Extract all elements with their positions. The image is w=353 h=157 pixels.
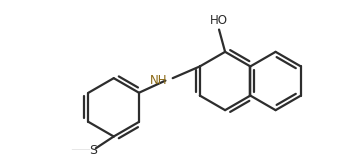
Text: S: S: [89, 144, 97, 157]
Text: NH: NH: [150, 74, 167, 87]
Text: HO: HO: [210, 14, 228, 27]
